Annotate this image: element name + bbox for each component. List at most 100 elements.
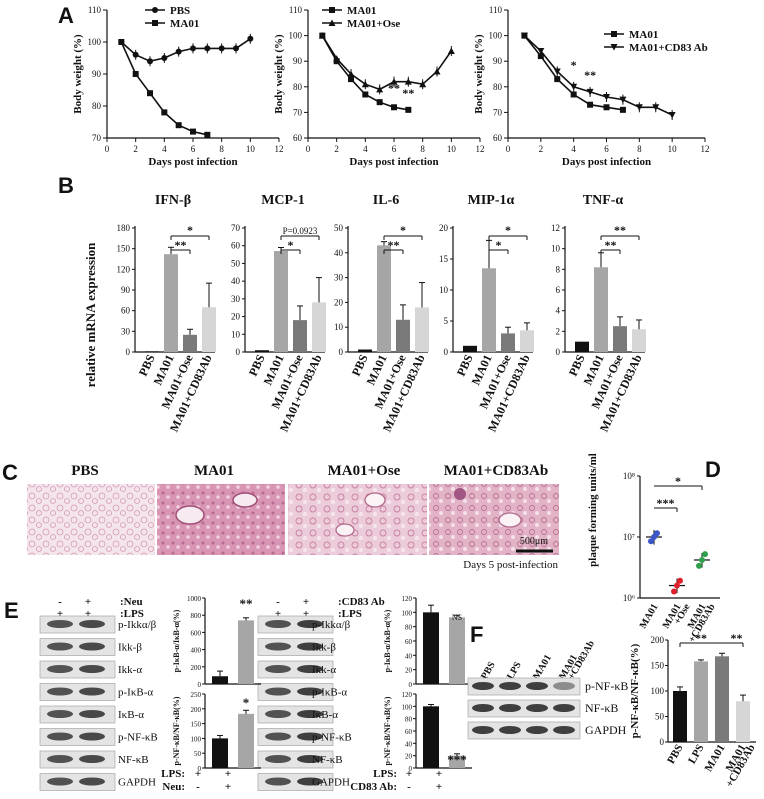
y-tick-label: 0 [198,681,202,689]
data-point [570,91,577,98]
x-tick-label: 12 [476,144,485,154]
y-tick-label: 100 [402,609,413,617]
panel-e: - +:Neu+ +:LPSp-Ikkα/βIkk-βIkk-αp-IκB-αIκB… [39,595,472,793]
bar [632,329,646,352]
bottom-treatment-label: LPS: [161,768,185,780]
x-tick-label: 8 [219,144,224,154]
y-tick-label: 200 [191,706,202,714]
blot-label: Ikk-β [312,642,336,654]
blot-band [297,665,323,673]
airway-ma01-1 [175,505,205,525]
x-axis-label: Days post infection [349,156,438,168]
y-tick-label: 50 [194,750,202,758]
chart-title: MIP-1α [468,193,515,208]
blot-band [297,710,323,718]
panel-c: PBS MA01 MA01+Ose MA01+CD83Ab 500μm Days… [27,463,559,571]
y-tick-label: 10 [439,285,449,295]
x-tick-label: 6 [392,144,397,154]
blot-band [47,732,73,741]
infiltrate-cd83ab [454,488,466,500]
panel-letter-e: E [4,598,19,623]
blot-label: Ikk-β [118,642,142,654]
bar [613,326,627,352]
bar [449,617,465,684]
airway-ma01-2 [232,492,258,508]
bar [423,612,439,684]
bottom-treatment-sign: - [407,781,411,793]
data-point [603,94,610,101]
category-label: PBS [665,743,685,766]
y-tick-label: 20 [439,223,449,233]
data-point [190,128,196,135]
y-tick-label: 180 [117,223,131,233]
y-tick-label: 100 [402,703,413,711]
data-point [699,556,705,563]
blot-band [79,732,105,741]
data-point [671,588,677,595]
blot-band [297,620,323,628]
y-tick-label: 1000 [187,595,202,603]
data-point [433,67,441,75]
y-axis-label: Body weight (%) [273,34,285,114]
bar [694,661,708,742]
y-tick-label: 40 [334,248,344,258]
y-tick-label: 70 [231,223,241,233]
blot-band [79,665,105,673]
blot-band [265,710,291,718]
y-tick-label: 110 [88,5,102,15]
histology-label-ma01: MA01 [194,463,234,479]
data-point [537,47,545,55]
chart-title: MCP-1 [261,193,305,208]
y-tick-label: 50 [231,258,241,268]
y-tick-label: 100 [289,31,303,41]
blot-label: p-NF-κB [312,732,352,744]
panel-letter-d: D [705,457,721,482]
bar [212,676,228,684]
significance-marker: NS [452,613,462,622]
y-tick-label: 80 [405,624,413,632]
histology-caption: Days 5 post-infection [463,559,558,571]
data-point [587,101,594,108]
data-point [391,104,397,111]
y-tick-label: 120 [402,691,413,699]
panel-d-y-label: plaque forming units/ml [587,453,599,567]
panel-b-y-label: relative mRNA expression [83,242,98,387]
y-tick-label: 30 [121,326,131,336]
blot-band [499,682,521,690]
blot-label: NF-κB [118,754,149,766]
treatment-sign: + [303,596,309,608]
x-tick-label: 6 [604,144,609,154]
data-point [362,91,369,98]
chart-title: IFN-β [155,193,191,208]
blot-band [297,755,323,763]
lane-label: MA01 [531,653,554,682]
bar [202,307,216,352]
y-tick-label: 4 [556,306,561,316]
bar [673,691,687,742]
x-tick-label: 0 [306,144,311,154]
data-point [654,530,660,537]
significance-marker: * [187,223,193,237]
x-tick-label: 4 [571,144,576,154]
panel-letter-b: B [58,173,74,198]
y-tick-label: 80 [493,82,503,92]
treatment-label: :LPS [338,608,362,620]
y-tick-label: 2 [556,326,561,336]
bar [212,738,228,768]
blot-band [499,726,521,734]
y-tick-label: 110 [289,5,303,15]
y-tick-label: 100 [651,686,665,696]
data-point [333,55,341,62]
data-point [553,68,561,75]
treatment-label: :LPS [120,608,144,620]
x-tick-label: 2 [539,144,544,154]
data-point [447,47,455,54]
chart-y-label: p-NF-κB/NF-κB(%) [629,643,641,738]
blot-band [47,777,73,786]
y-tick-label: 40 [405,740,413,748]
blot-label: p-NF-κB [118,732,158,744]
airway-ose-2 [335,523,355,537]
y-tick-label: 10⁷ [623,532,635,542]
bar [255,350,269,352]
blot-strip [467,699,581,718]
